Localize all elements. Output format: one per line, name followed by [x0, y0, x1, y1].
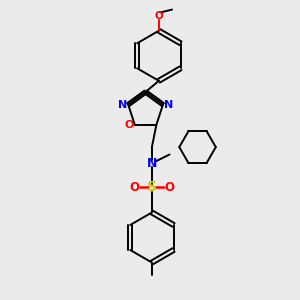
Text: N: N — [147, 157, 157, 170]
Text: N: N — [118, 100, 128, 110]
Text: O: O — [125, 120, 134, 130]
Text: N: N — [164, 100, 173, 110]
Text: S: S — [147, 180, 157, 194]
Text: O: O — [154, 11, 163, 21]
Text: O: O — [129, 181, 139, 194]
Text: O: O — [165, 181, 175, 194]
